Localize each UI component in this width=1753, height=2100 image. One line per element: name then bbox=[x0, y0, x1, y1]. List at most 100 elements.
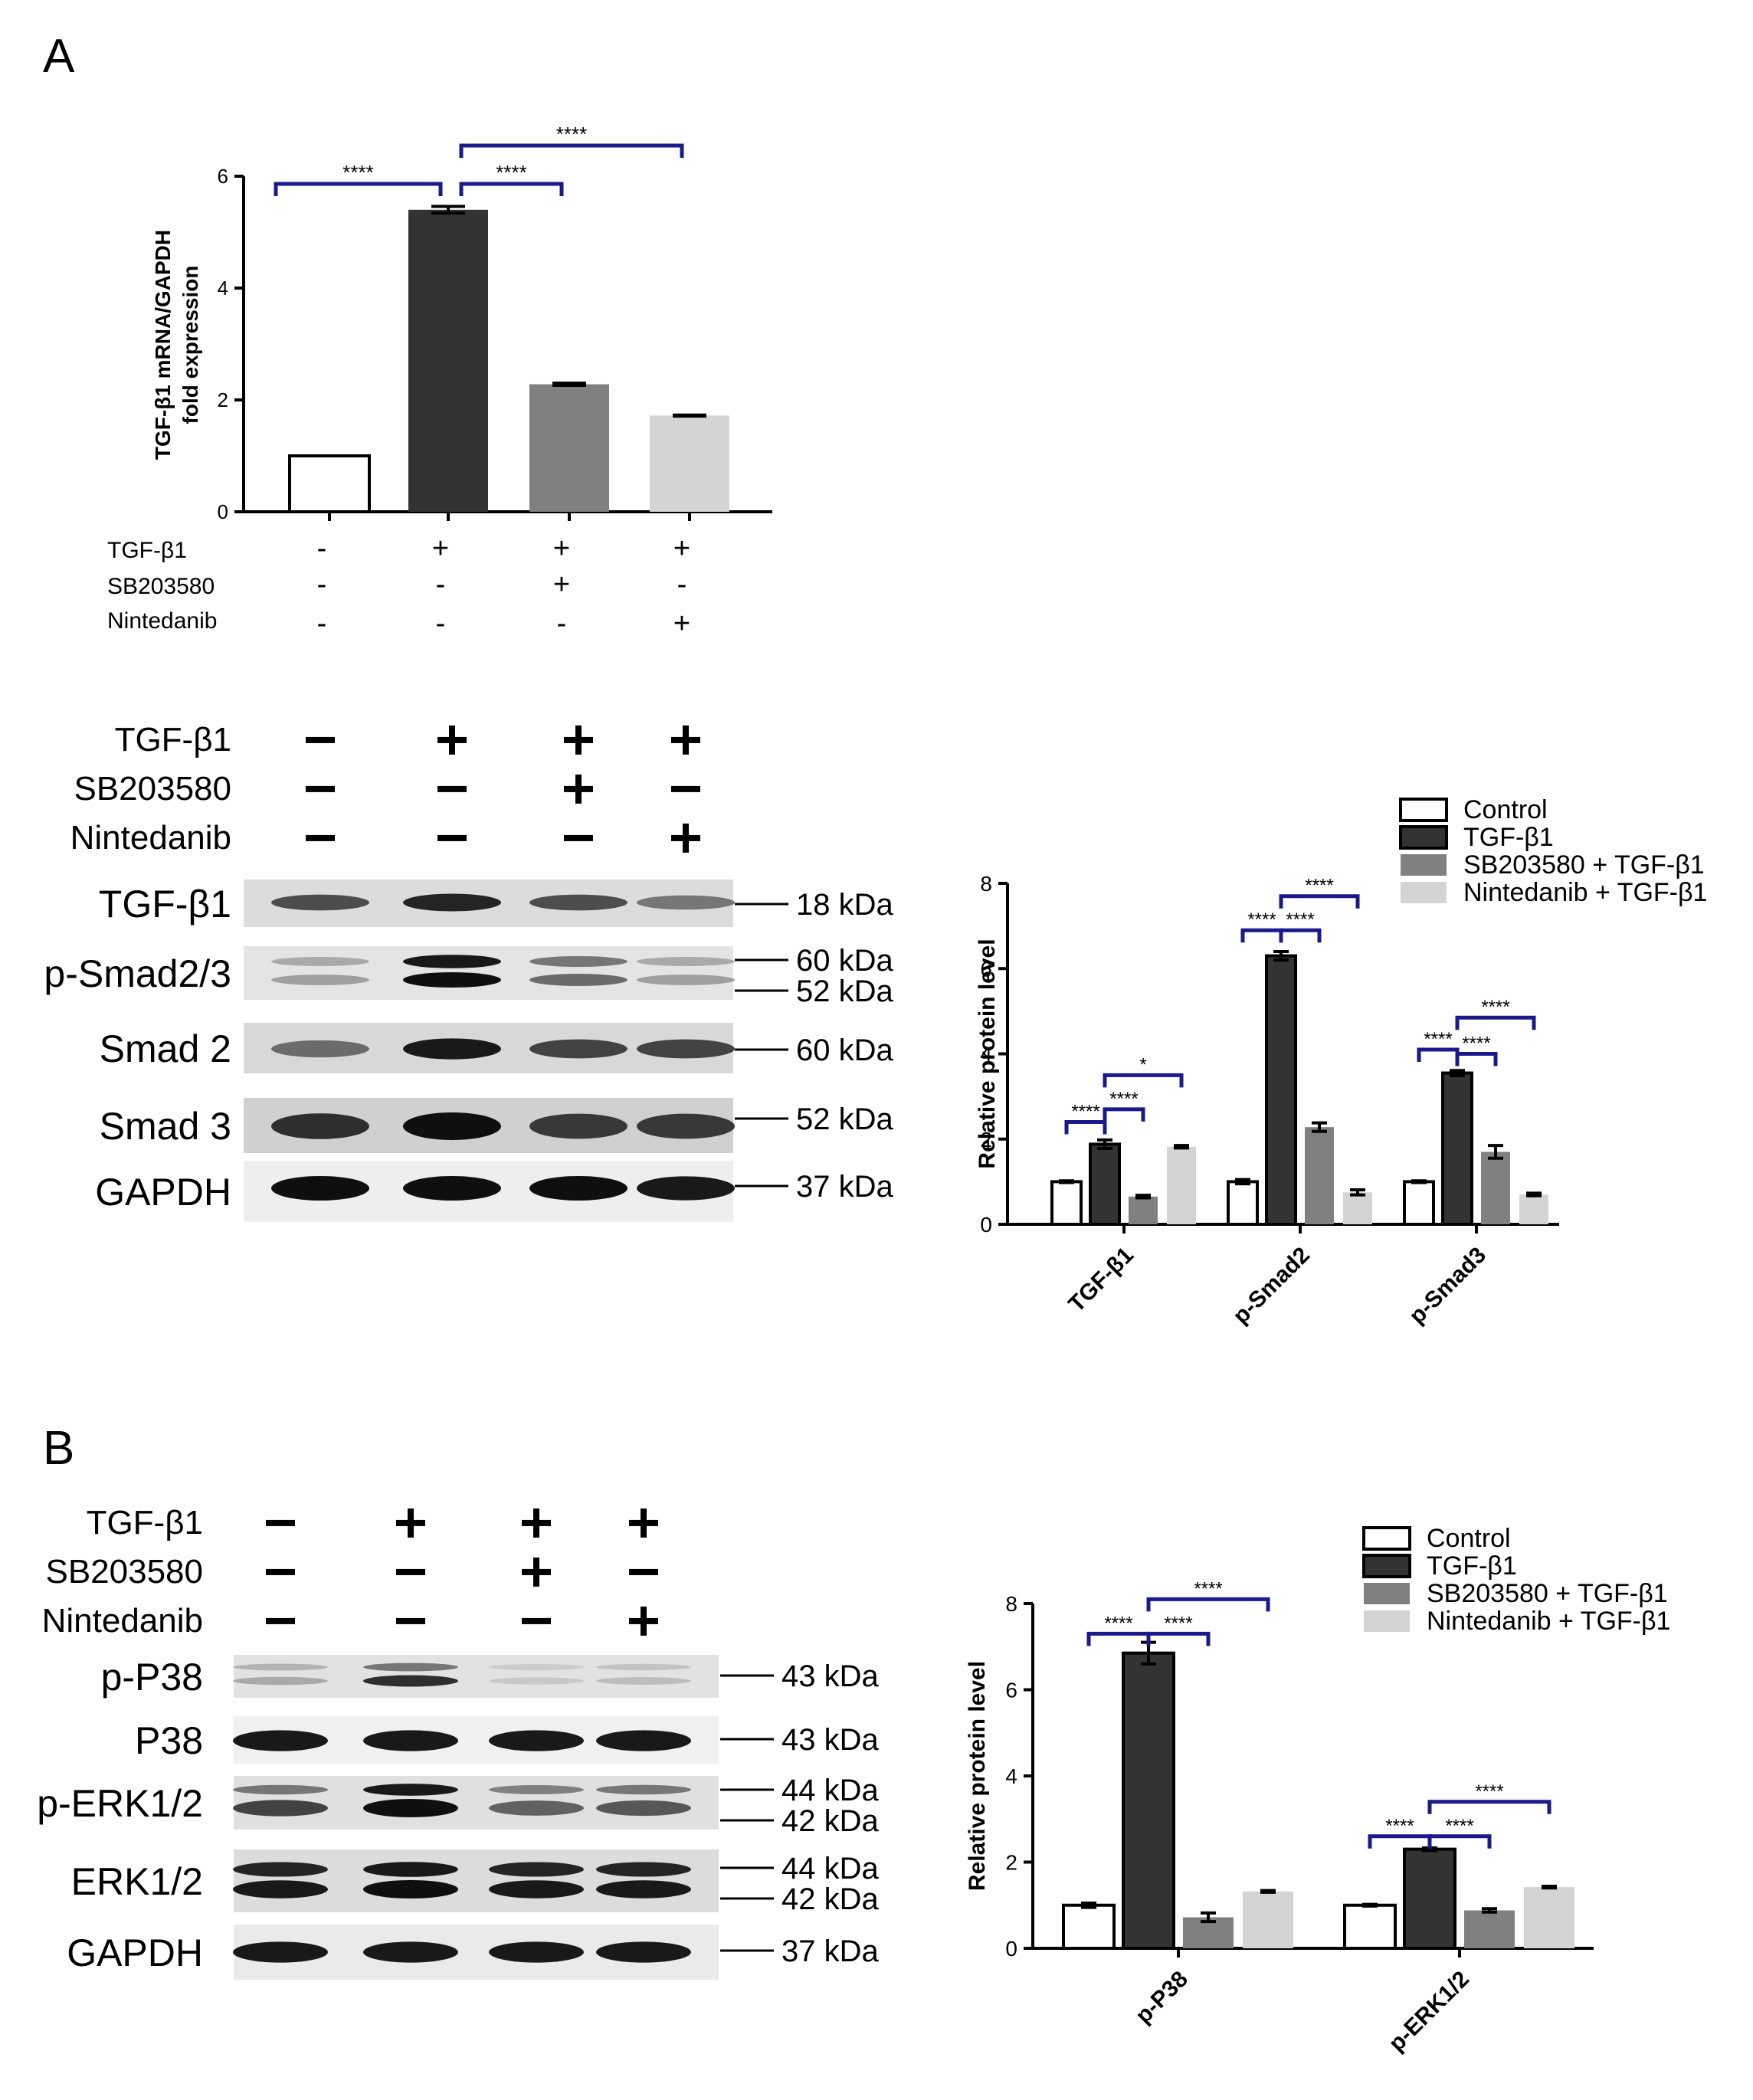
blot-band bbox=[233, 1663, 328, 1671]
blot-label: GAPDH bbox=[95, 1171, 231, 1214]
bar-protein-a-1-2 bbox=[1305, 1127, 1334, 1224]
y-tick-label: 6 bbox=[218, 165, 228, 188]
bar-protein-b-0-1 bbox=[1122, 1651, 1175, 1950]
x-tick-label: p-Smad3 bbox=[1404, 1243, 1491, 1329]
blot-band bbox=[596, 1862, 691, 1877]
sig-bracket-mrna-label: **** bbox=[556, 123, 587, 146]
sig-bracket bbox=[1103, 1073, 1184, 1088]
treatment-sign: - bbox=[317, 568, 327, 601]
sig-bracket-mrna bbox=[274, 182, 443, 196]
blot-band bbox=[363, 1880, 458, 1899]
blot-label: GAPDH bbox=[67, 1931, 203, 1974]
treatment-sign: - bbox=[317, 608, 327, 640]
blot-band bbox=[233, 1941, 328, 1963]
bar-mrna-0 bbox=[288, 454, 371, 513]
kda-label: 43 kDa bbox=[781, 1659, 879, 1693]
treatment-sign: + bbox=[673, 532, 690, 565]
sign-bar bbox=[306, 785, 335, 792]
blot-band bbox=[403, 1112, 501, 1140]
panel-label-b: B bbox=[43, 1422, 75, 1475]
blot-label: p-P38 bbox=[101, 1656, 203, 1699]
sig-bracket-mrna-label: **** bbox=[342, 161, 373, 184]
treatment-sign: + bbox=[673, 608, 690, 640]
blot-band bbox=[233, 1880, 328, 1899]
y-axis-label: TGF-β1 mRNA/GAPDH fold expression bbox=[151, 230, 202, 460]
y-tick-label: 2 bbox=[980, 1128, 992, 1152]
sign-bar bbox=[437, 834, 467, 841]
blot-band bbox=[363, 1730, 458, 1751]
legend-label: Control bbox=[1427, 1524, 1511, 1553]
x-tick-label: p-ERK1/2 bbox=[1384, 1967, 1474, 2057]
legend-label: TGF-β1 bbox=[1427, 1551, 1517, 1581]
sig-bracket bbox=[1146, 1597, 1270, 1612]
blot-band bbox=[271, 1040, 369, 1058]
sign-bar-vertical bbox=[683, 725, 689, 755]
sig-bracket-label: **** bbox=[1475, 1781, 1503, 1802]
y-axis-label: Relative protein level bbox=[975, 939, 1000, 1168]
blot-band bbox=[489, 1941, 584, 1963]
treatment-label: TGF-β1 bbox=[107, 538, 187, 563]
y-tick-label: 6 bbox=[980, 957, 992, 981]
y-axis-label-line: fold expression bbox=[179, 266, 202, 424]
blot-label: TGF-β1 bbox=[99, 883, 231, 926]
blot-band bbox=[489, 1677, 584, 1685]
y-tick-label: 4 bbox=[218, 277, 228, 300]
blot-band bbox=[489, 1663, 584, 1671]
blot-treatment-label: SB203580 bbox=[45, 1553, 203, 1591]
blot-band bbox=[233, 1730, 328, 1751]
sig-bracket-label: **** bbox=[1104, 1613, 1132, 1633]
blot-treatment-label: Nintedanib bbox=[70, 819, 231, 857]
blot-band bbox=[596, 1800, 691, 1817]
sig-bracket-label: **** bbox=[1164, 1613, 1192, 1633]
y-tick-label: 8 bbox=[1005, 1592, 1017, 1616]
treatment-sign: - bbox=[436, 608, 446, 640]
blot-label: P38 bbox=[135, 1719, 203, 1762]
blot-band bbox=[529, 956, 627, 967]
treatment-sign: - bbox=[557, 608, 567, 640]
legend-swatch bbox=[1362, 1554, 1411, 1578]
blot-band bbox=[489, 1784, 584, 1795]
sign-bar-vertical bbox=[533, 1508, 539, 1538]
blot-band bbox=[637, 895, 735, 910]
blot-treatment-label: Nintedanib bbox=[42, 1602, 203, 1640]
sig-bracket bbox=[1279, 928, 1322, 943]
sign-bar bbox=[437, 785, 467, 792]
sig-bracket-mrna-label: **** bbox=[496, 161, 526, 184]
y-tick-label: 6 bbox=[1005, 1679, 1017, 1702]
sig-bracket bbox=[1368, 1834, 1432, 1849]
blot-band bbox=[403, 1176, 501, 1201]
blot-band bbox=[233, 1676, 328, 1686]
legend-swatch bbox=[1401, 854, 1447, 876]
sig-bracket bbox=[1455, 1052, 1498, 1066]
bar-protein-a-2-0 bbox=[1403, 1180, 1435, 1226]
treatment-sign: + bbox=[432, 532, 449, 565]
sign-bar bbox=[629, 1568, 658, 1575]
bar-mrna-2 bbox=[529, 384, 609, 512]
blot-label: ERK1/2 bbox=[71, 1860, 203, 1903]
blot-band bbox=[637, 1113, 735, 1139]
blot-label: p-ERK1/2 bbox=[37, 1782, 203, 1825]
sign-bar bbox=[306, 834, 335, 841]
sign-bar-vertical bbox=[575, 725, 582, 755]
bar-protein-a-1-3 bbox=[1343, 1192, 1372, 1224]
sig-bracket bbox=[1146, 1631, 1211, 1646]
blot-treatment-label: TGF-β1 bbox=[115, 721, 231, 758]
bar-protein-b-1-3 bbox=[1524, 1887, 1574, 1948]
blot-band bbox=[529, 894, 627, 911]
sign-bar bbox=[671, 785, 700, 792]
legend-label: TGF-β1 bbox=[1463, 823, 1554, 852]
blot-strip bbox=[244, 946, 733, 1000]
y-axis-label: Relative protein level bbox=[965, 1661, 990, 1891]
blot-strip bbox=[234, 1655, 719, 1698]
bar-protein-a-0-2 bbox=[1129, 1196, 1158, 1224]
blot-band bbox=[596, 1730, 691, 1751]
x-tick-label: p-Smad2 bbox=[1228, 1243, 1315, 1329]
blot-band bbox=[363, 1799, 458, 1817]
blot-band bbox=[637, 1176, 735, 1201]
kda-label: 44 kDa bbox=[781, 1774, 879, 1807]
sign-bar-vertical bbox=[449, 725, 455, 755]
blot-band bbox=[529, 1176, 627, 1201]
sign-bar-vertical bbox=[683, 823, 689, 853]
blot-band bbox=[596, 1677, 691, 1685]
bar-protein-a-0-0 bbox=[1050, 1180, 1083, 1226]
